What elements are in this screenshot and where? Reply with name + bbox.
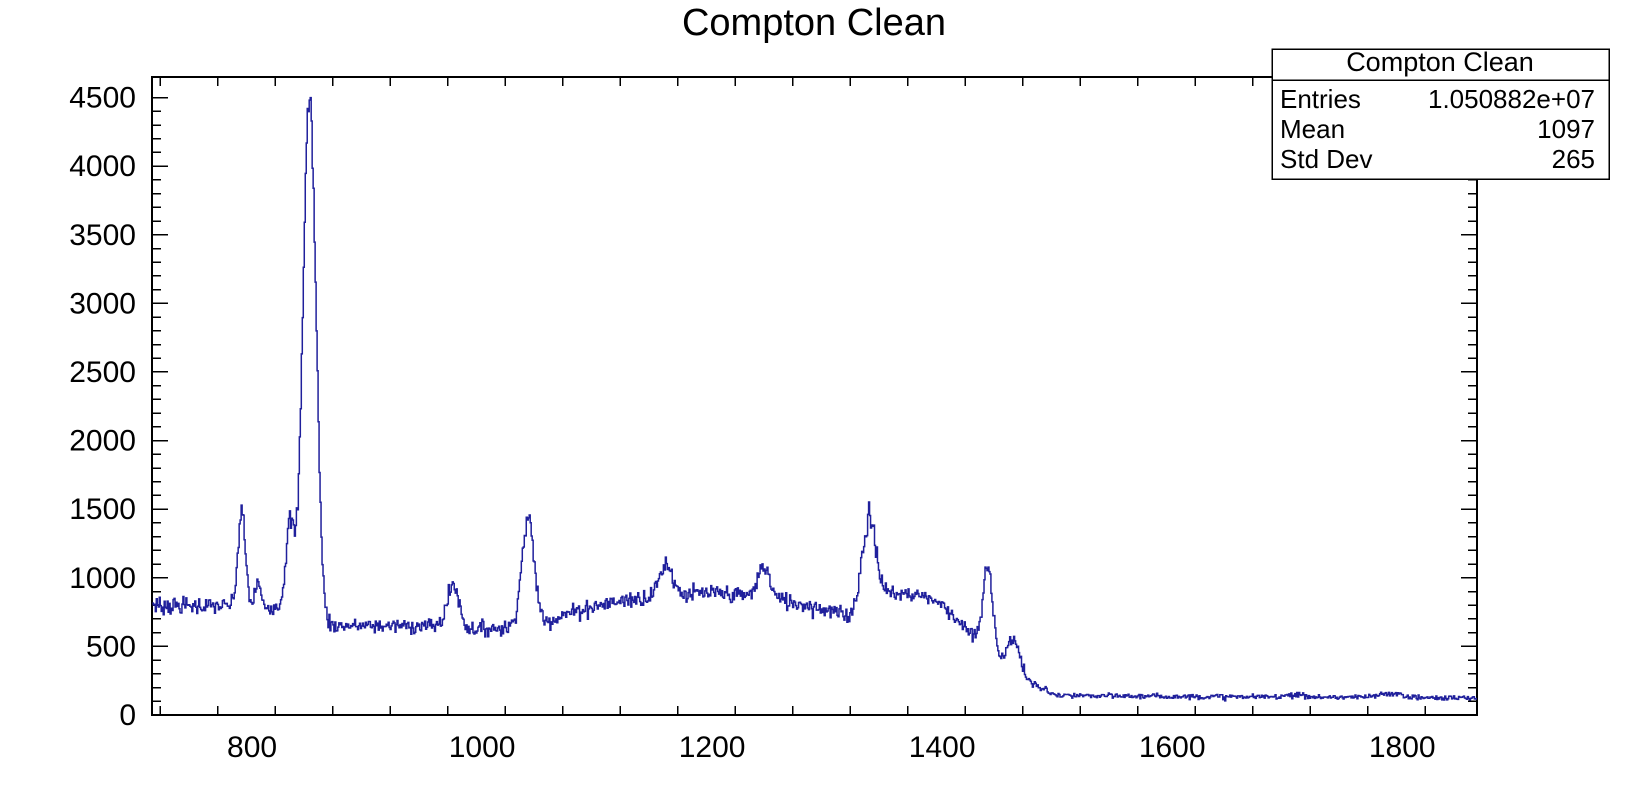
svg-text:1097: 1097 bbox=[1537, 114, 1595, 144]
svg-text:265: 265 bbox=[1552, 144, 1595, 174]
svg-text:3500: 3500 bbox=[69, 219, 136, 252]
svg-text:1600: 1600 bbox=[1139, 731, 1206, 764]
svg-text:2000: 2000 bbox=[69, 425, 136, 458]
svg-text:3000: 3000 bbox=[69, 287, 136, 320]
svg-text:Compton Clean: Compton Clean bbox=[1346, 47, 1534, 77]
svg-text:Compton Clean: Compton Clean bbox=[682, 2, 946, 44]
svg-text:2500: 2500 bbox=[69, 356, 136, 389]
svg-text:1200: 1200 bbox=[679, 731, 746, 764]
svg-text:Std Dev: Std Dev bbox=[1280, 144, 1373, 174]
svg-text:1500: 1500 bbox=[69, 493, 136, 526]
svg-text:Entries: Entries bbox=[1280, 84, 1361, 114]
svg-text:500: 500 bbox=[86, 630, 136, 663]
svg-text:1000: 1000 bbox=[69, 562, 136, 595]
svg-text:1.050882e+07: 1.050882e+07 bbox=[1428, 84, 1595, 114]
svg-text:1000: 1000 bbox=[449, 731, 516, 764]
svg-text:Mean: Mean bbox=[1280, 114, 1345, 144]
svg-text:1800: 1800 bbox=[1369, 731, 1436, 764]
svg-text:0: 0 bbox=[119, 699, 136, 732]
svg-text:4000: 4000 bbox=[69, 150, 136, 183]
svg-text:800: 800 bbox=[227, 731, 277, 764]
svg-text:4500: 4500 bbox=[69, 82, 136, 115]
svg-text:1400: 1400 bbox=[909, 731, 976, 764]
